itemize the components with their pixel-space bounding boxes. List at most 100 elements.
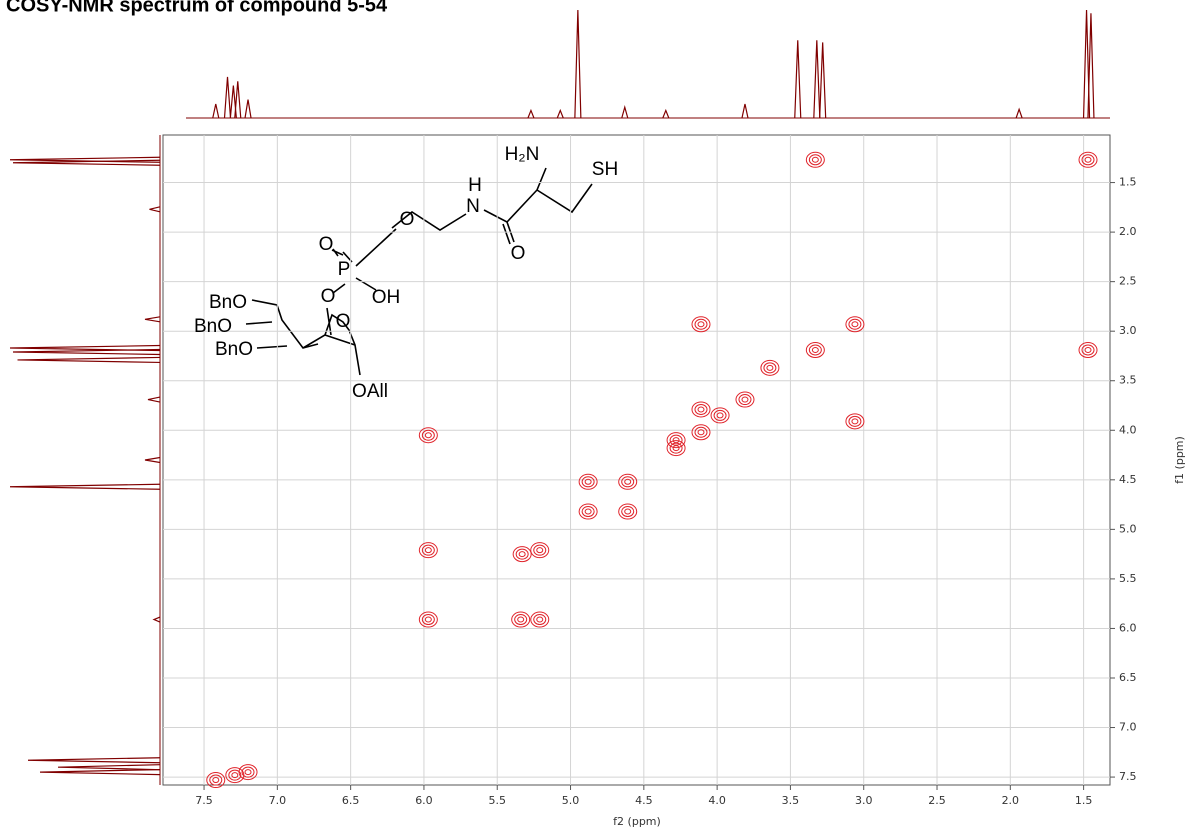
contour-ring <box>691 401 711 418</box>
x-axis-label: f2 (ppm) <box>613 815 661 828</box>
contour-ring <box>584 508 592 515</box>
structure-label: OH <box>372 287 401 308</box>
chart-title: COSY-NMR spectrum of compound 5-54 <box>6 0 388 16</box>
contour-ring <box>848 415 862 427</box>
f1-projection-peak <box>152 616 161 623</box>
structure-label: OAll <box>352 381 388 402</box>
cross-peak <box>206 772 226 789</box>
contour-ring <box>515 548 529 560</box>
contour-ring <box>713 409 727 421</box>
contour-ring <box>672 445 680 452</box>
contour-ring <box>424 616 432 623</box>
contour-ring <box>418 611 438 628</box>
contour-ring <box>241 766 255 778</box>
contour-ring <box>584 478 592 485</box>
contour-ring <box>691 424 711 441</box>
f2-projection-peak <box>1087 13 1095 119</box>
contour-ring <box>424 432 432 439</box>
contour-ring <box>209 774 223 786</box>
contour-ring <box>518 551 526 558</box>
f1-projection-peak <box>12 159 161 166</box>
f2-projection-peak <box>621 104 629 119</box>
contour-ring <box>578 473 598 490</box>
contour-ring <box>805 151 825 168</box>
contour-ring <box>1081 154 1095 166</box>
structure-bonds <box>245 167 593 376</box>
contour-ring <box>691 316 711 333</box>
contour-ring <box>618 473 638 490</box>
contour-ring <box>1084 347 1092 354</box>
f2-projection-peak <box>794 40 802 119</box>
contour-ring <box>763 362 777 374</box>
contour-ring <box>244 769 252 776</box>
y-tick-label: 2.5 <box>1119 275 1137 288</box>
contour-ring <box>424 547 432 554</box>
cross-peak <box>238 764 258 781</box>
contour-ring <box>512 546 532 563</box>
contour-ring <box>848 318 862 330</box>
structure-label: O <box>400 209 415 230</box>
cross-peak <box>710 407 730 424</box>
contour-ring <box>697 429 705 436</box>
f1-projection-peak <box>149 206 161 213</box>
contour-ring <box>624 508 632 515</box>
cross-peak <box>418 427 438 444</box>
f1-projection-peak <box>9 344 161 352</box>
contour-ring <box>621 476 635 488</box>
f2-projection-peak <box>212 103 220 119</box>
contour-ring <box>845 413 865 430</box>
contour-ring <box>766 364 774 371</box>
contour-ring <box>1084 156 1092 163</box>
y-tick-label: 5.5 <box>1119 572 1137 585</box>
contour-ring <box>536 616 544 623</box>
y-tick-label: 3.0 <box>1119 324 1137 337</box>
x-tick-label: 3.0 <box>855 794 873 807</box>
contour-ring <box>811 156 819 163</box>
contour-ring <box>533 614 547 626</box>
cross-peak <box>530 611 550 628</box>
contour-ring <box>738 394 752 406</box>
x-tick-label: 4.5 <box>635 794 653 807</box>
y-tick-label: 4.0 <box>1119 423 1137 436</box>
cross-peak <box>418 542 438 559</box>
structure-label: BnO <box>209 292 247 313</box>
plot-frame <box>162 134 1111 786</box>
cross-peak <box>805 342 825 359</box>
contour-ring <box>808 154 822 166</box>
contour-ring <box>811 347 819 354</box>
f2-projection-peak <box>819 42 827 119</box>
f2-projection-peak <box>527 108 535 119</box>
contour-ring <box>581 476 595 488</box>
f2-projection-peak <box>244 99 252 119</box>
f2-projection-peak <box>813 40 821 119</box>
cross-peak <box>666 440 686 457</box>
contour-ring <box>716 412 724 419</box>
contour-ring <box>517 616 525 623</box>
contour-ring <box>694 318 708 330</box>
contour-ring <box>666 432 686 449</box>
f2-projection-peak <box>234 81 242 119</box>
contour-ring <box>418 427 438 444</box>
cross-peak <box>1078 342 1098 359</box>
contour-ring <box>206 772 226 789</box>
contour-ring <box>228 769 242 781</box>
contour-ring <box>621 506 635 518</box>
contour-ring <box>741 396 749 403</box>
f1-projection-peak <box>144 456 161 464</box>
contour-ring <box>530 542 550 559</box>
contour-ring <box>669 442 683 454</box>
cross-peak <box>691 424 711 441</box>
contour-ring <box>514 614 528 626</box>
structure-label: P <box>338 259 351 280</box>
y-tick-label: 5.0 <box>1119 522 1137 535</box>
contour-ring <box>530 611 550 628</box>
structure-label: N <box>466 196 480 217</box>
contour-ring <box>238 764 258 781</box>
structure-label: O <box>511 243 526 264</box>
cross-peak <box>760 359 780 376</box>
contour-ring <box>851 321 859 328</box>
y-tick-label: 3.5 <box>1119 374 1137 387</box>
contour-ring <box>808 344 822 356</box>
x-tick-label: 4.0 <box>708 794 726 807</box>
